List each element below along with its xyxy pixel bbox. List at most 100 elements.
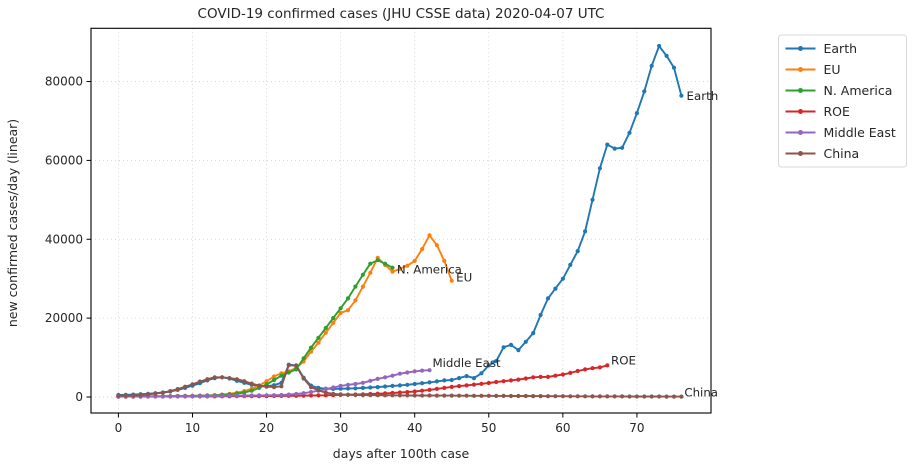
data-point-marker xyxy=(568,394,573,399)
data-point-marker xyxy=(360,284,365,289)
data-point-marker xyxy=(405,370,410,375)
data-point-marker xyxy=(212,393,217,398)
data-point-marker xyxy=(227,376,232,381)
data-point-marker xyxy=(331,320,336,325)
legend-entry-label: Middle East xyxy=(824,125,896,140)
legend-entry-label: EU xyxy=(824,62,841,77)
data-point-marker xyxy=(560,372,566,377)
data-point-marker xyxy=(308,393,314,398)
data-point-marker xyxy=(412,381,417,387)
data-point-marker xyxy=(397,383,402,388)
data-point-marker xyxy=(434,386,439,391)
data-point-marker xyxy=(575,394,580,399)
data-point-marker xyxy=(197,393,202,399)
series-line xyxy=(118,259,393,398)
legend-entry-earth: Earth xyxy=(785,41,858,56)
data-point-marker xyxy=(420,393,425,398)
data-point-marker xyxy=(345,392,351,397)
data-point-marker xyxy=(412,393,417,398)
data-point-marker xyxy=(375,376,380,381)
data-point-marker xyxy=(627,394,632,399)
data-point-marker xyxy=(345,296,351,301)
data-point-marker xyxy=(331,391,336,396)
data-point-marker xyxy=(457,393,462,398)
data-point-marker xyxy=(405,390,410,395)
data-point-marker xyxy=(575,368,580,374)
data-point-marker xyxy=(545,374,551,379)
y-tick-label: 0 xyxy=(75,390,83,404)
legend-entry-china: China xyxy=(785,146,859,161)
data-point-marker xyxy=(671,394,677,399)
y-axis-label: new confirmed cases/day (linear) xyxy=(5,119,20,327)
data-point-marker xyxy=(620,394,625,399)
data-point-marker xyxy=(368,393,373,398)
x-tick-label: 70 xyxy=(629,421,644,435)
data-point-marker xyxy=(190,382,195,387)
data-point-marker xyxy=(390,269,395,274)
data-point-marker xyxy=(323,387,328,392)
data-point-marker xyxy=(405,263,410,268)
data-point-marker xyxy=(264,384,269,389)
data-point-marker xyxy=(434,379,439,384)
data-point-marker xyxy=(331,385,336,390)
data-point-marker xyxy=(116,393,121,398)
data-point-marker xyxy=(545,394,551,399)
data-point-marker xyxy=(434,393,439,398)
data-point-marker xyxy=(494,379,499,385)
legend-entry-eu: EU xyxy=(785,62,841,77)
data-point-marker xyxy=(620,145,625,150)
data-point-marker xyxy=(553,286,558,291)
data-point-marker xyxy=(612,394,617,399)
data-point-marker xyxy=(516,348,521,353)
legend-entry-label: Earth xyxy=(824,41,858,56)
data-point-marker xyxy=(486,380,491,386)
data-point-marker xyxy=(360,272,365,277)
series-layer xyxy=(116,43,684,399)
data-point-marker xyxy=(405,393,410,398)
data-point-marker xyxy=(560,394,566,399)
data-point-marker xyxy=(316,393,321,398)
data-point-marker xyxy=(323,390,328,395)
data-point-marker xyxy=(508,342,514,347)
data-point-marker xyxy=(242,393,247,398)
data-point-marker xyxy=(590,366,595,371)
x-tick-label: 20 xyxy=(259,421,274,435)
data-point-marker xyxy=(471,382,477,387)
data-point-marker xyxy=(360,393,365,398)
data-point-marker xyxy=(383,384,388,389)
data-point-marker xyxy=(560,276,566,281)
data-point-marker xyxy=(605,142,610,147)
data-point-marker xyxy=(642,394,647,399)
data-point-marker xyxy=(345,386,351,391)
data-point-marker xyxy=(271,377,277,383)
data-point-marker xyxy=(271,374,277,379)
data-point-marker xyxy=(442,378,447,383)
data-point-marker xyxy=(427,393,432,398)
data-point-marker xyxy=(523,393,528,399)
data-point-marker xyxy=(568,370,573,375)
data-point-marker xyxy=(471,376,477,381)
y-tick-label: 40000 xyxy=(45,232,83,246)
data-point-marker xyxy=(575,249,580,254)
legend-entry-middle-east: Middle East xyxy=(785,125,896,140)
y-tick-label: 60000 xyxy=(45,153,83,167)
data-point-marker xyxy=(286,363,291,368)
data-point-marker xyxy=(205,377,210,382)
data-point-marker xyxy=(294,363,299,368)
data-point-marker xyxy=(501,345,506,350)
data-point-marker xyxy=(301,391,306,396)
data-point-marker xyxy=(234,377,239,382)
data-point-marker xyxy=(323,330,328,335)
data-point-marker xyxy=(449,377,454,383)
data-point-marker xyxy=(523,376,528,381)
x-tick-label: 60 xyxy=(555,421,570,435)
x-tick-label: 40 xyxy=(407,421,422,435)
data-point-marker xyxy=(168,394,173,399)
data-point-marker xyxy=(590,394,595,399)
data-point-marker xyxy=(249,381,254,386)
data-point-marker xyxy=(249,388,254,393)
data-point-marker xyxy=(316,340,321,345)
data-point-marker xyxy=(390,393,395,398)
series-line xyxy=(118,45,683,396)
